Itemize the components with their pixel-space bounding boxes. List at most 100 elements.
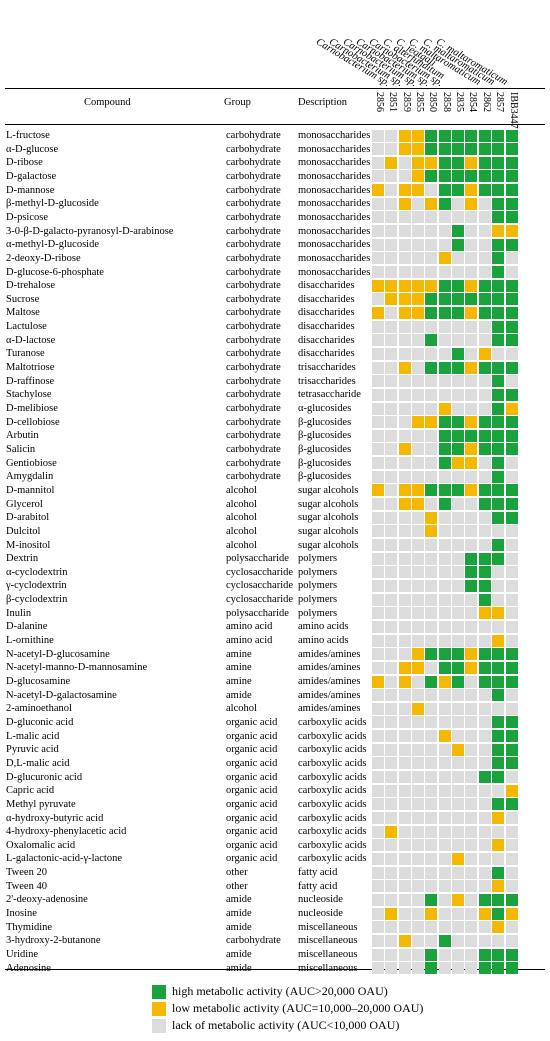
heatmap-cell [465,852,478,865]
heatmap-cell [385,784,398,797]
heatmap-cell [398,129,411,142]
heatmap-cell [505,948,518,961]
compound-name: 3-0-β-D-galacto-pyranosyl-D-arabinose [6,225,174,237]
heatmap-cell [372,689,384,702]
heatmap-cell [425,457,438,470]
heatmap-cell [492,266,505,278]
heatmap-cell [505,784,518,797]
heatmap-cell [385,648,398,661]
heatmap-cell [465,334,478,347]
compound-description: miscellaneous [298,921,358,933]
heatmap-cell [412,184,425,197]
header-group: Group [224,97,251,108]
compound-group: alcohol [226,539,257,551]
heatmap-cell [398,866,411,879]
heatmap-cell [465,197,478,210]
heatmap-cell [505,457,518,470]
heatmap-cell [412,839,425,852]
heatmap-cell [385,470,398,483]
heatmap-cell [505,156,518,169]
compound-name: Arbutin [6,430,39,442]
heatmap-cell [425,470,438,483]
heatmap-cell [372,921,384,934]
compound-group: alcohol [226,525,257,537]
heatmap-cell [478,279,491,292]
heatmap-cell [478,306,491,319]
heatmap-cell [412,948,425,961]
heatmap-cell [398,361,411,374]
heatmap-cell [452,771,465,784]
compound-name: α-D-lactose [6,334,56,346]
heatmap-cell [398,743,411,756]
heatmap-cell [465,457,478,470]
heatmap-cell [452,716,465,729]
heatmap-cell [425,893,438,906]
heatmap-cell [438,156,451,169]
heatmap-cell [478,661,491,674]
heatmap-cell [425,184,438,197]
compound-group: carbohydrate [226,362,281,374]
heatmap-cell [452,907,465,920]
compound-description: monosaccharides [298,252,371,264]
heatmap-cell [425,334,438,347]
heatmap-cell [425,934,438,947]
heatmap-cell [465,525,478,538]
heatmap-cell [438,771,451,784]
heatmap-cell [438,443,451,456]
heatmap-cell [412,320,425,333]
heatmap-cell [478,156,491,169]
heatmap-cell [452,784,465,797]
heatmap-cell [425,266,438,278]
compound-group: organic acid [226,771,278,783]
heatmap-cell [385,266,398,278]
strain-id-label: 2859 [400,92,412,112]
heatmap-cell [452,266,465,278]
compound-group: carbohydrate [226,321,281,333]
heatmap-cell [465,661,478,674]
heatmap-cell [385,252,398,265]
heatmap-cell [478,893,491,906]
heatmap-cell [492,825,505,838]
compound-name: Turanose [6,348,45,360]
heatmap-cell [438,238,451,251]
heatmap-cell [372,525,384,538]
heatmap-cell [425,689,438,702]
heatmap-cell [478,129,491,142]
heatmap-cell [452,566,465,579]
compound-group: amine [226,662,252,674]
heatmap-cell [465,484,478,497]
heatmap-cell [438,784,451,797]
heatmap-cell [505,702,518,715]
heatmap-cell [425,948,438,961]
heatmap-cell [425,252,438,265]
heatmap-cell [452,607,465,620]
compound-name: Capric acid [6,785,55,797]
heatmap-cell [398,948,411,961]
heatmap-cell [385,443,398,456]
heatmap-cell [452,156,465,169]
heatmap-cell [372,416,384,429]
compound-description: amides/amines [298,676,361,687]
heatmap-cell [492,388,505,401]
heatmap-cell [425,716,438,729]
heatmap-cell [438,416,451,429]
heatmap-cell [478,852,491,865]
heatmap-cell [438,880,451,893]
heatmap-cell [412,934,425,947]
heatmap-cell [425,634,438,647]
strain-id-label: 2850 [427,92,439,112]
heatmap-cell [425,743,438,756]
strain-id-label: 2857 [494,92,506,112]
compound-description: carboxylic acids [298,771,367,783]
heatmap-cell [492,852,505,865]
heatmap-cell [412,566,425,579]
compound-group: organic acid [226,744,278,756]
heatmap-cell [425,211,438,224]
heatmap-cell [505,880,518,893]
compound-description: miscellaneous [298,962,358,974]
heatmap-cell [385,402,398,415]
compound-group: carbohydrate [226,389,281,401]
heatmap-cell [438,375,451,388]
heatmap-cell [465,443,478,456]
heatmap-cell [425,361,438,374]
